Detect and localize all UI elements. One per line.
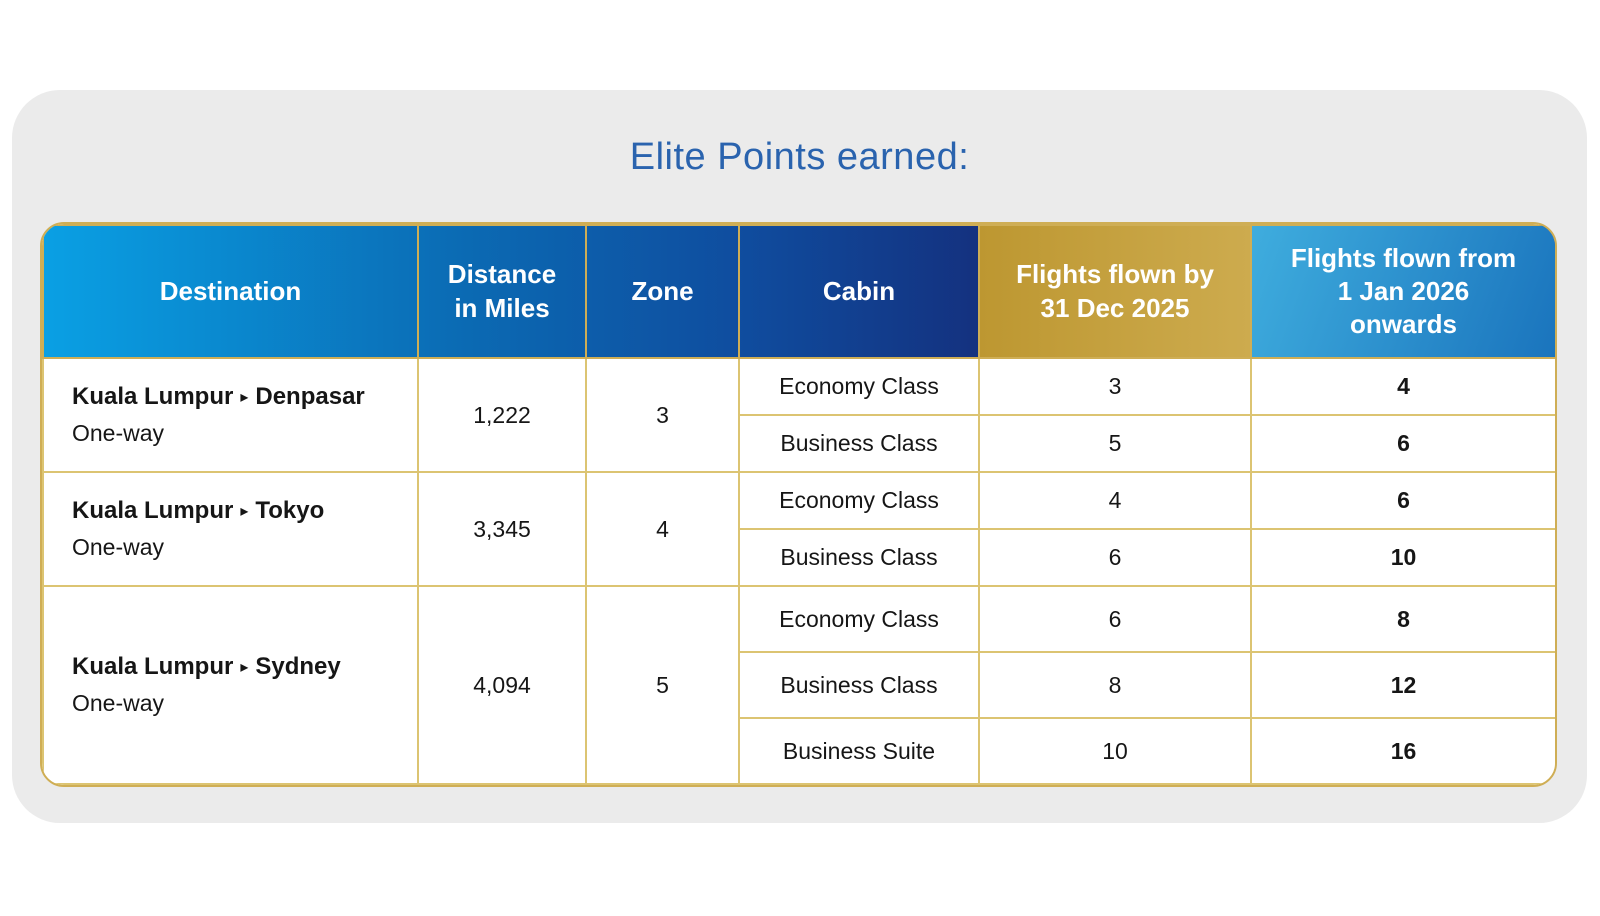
column-header-distance: Distance in Miles [417,224,587,359]
flights-2026-cell: 12 [1250,651,1555,719]
flights-2025-cell: 6 [978,585,1252,653]
destination-cell: Kuala Lumpur ▸ Denpasar One-way [42,357,419,473]
flights-2026-cell: 16 [1250,717,1555,785]
cabin-cell: Economy Class [738,585,980,653]
table-row: Business Class 8 12 [43,651,1555,719]
elite-points-table: Destination Distance in Miles Zone Cabin… [42,224,1555,785]
distance-cell: 3,345 [417,471,587,587]
flights-2026-cell: 8 [1250,585,1555,653]
route-arrow-icon: ▸ [240,658,249,676]
flights-2025-cell: 4 [978,471,1252,530]
zone-cell: 3 [585,357,740,473]
table-row: Business Class 5 6 [43,414,1555,473]
route: Kuala Lumpur ▸ Denpasar [72,383,417,412]
zone-cell: 4 [585,471,740,587]
trip-type: One-way [72,689,165,716]
distance-cell: 1,222 [417,357,587,473]
route-arrow-icon: ▸ [240,388,249,406]
column-header-flights-2026: Flights flown from 1 Jan 2026 onwards [1250,224,1555,359]
route: Kuala Lumpur ▸ Tokyo [72,497,417,526]
table-row: Kuala Lumpur ▸ Sydney One-way 4,094 5 Econ… [42,585,1555,785]
flights-2025-cell: 3 [978,357,1252,416]
flights-2026-cell: 10 [1250,528,1555,587]
zone-cell: 5 [585,585,740,785]
table-row: Kuala Lumpur ▸ Tokyo One-way 3,345 4 Econo… [42,471,1555,587]
flights-2026-cell: 4 [1250,357,1555,416]
table-row: Kuala Lumpur ▸ Denpasar One-way 1,222 3 Ec… [42,357,1555,473]
flights-2025-cell: 10 [978,717,1252,785]
column-header-destination: Destination [42,224,419,359]
flights-2026-cell: 6 [1250,414,1555,473]
route-to: Sydney [255,652,341,680]
route-to: Tokyo [255,496,325,524]
column-header-flights-2025: Flights flown by 31 Dec 2025 [978,224,1252,359]
trip-type: One-way [72,533,165,560]
flights-2025-cell: 5 [978,414,1252,473]
destination-cell: Kuala Lumpur ▸ Sydney One-way [42,585,419,785]
cabin-cell: Economy Class [738,471,980,530]
elite-points-table-container: Destination Distance in Miles Zone Cabin… [40,222,1557,787]
cabin-cell: Business Class [738,528,980,587]
flights-2025-cell: 8 [978,651,1252,719]
route-from: Kuala Lumpur [72,652,234,680]
header-row: Destination Distance in Miles Zone Cabin… [42,224,1555,359]
column-header-cabin: Cabin [738,224,980,359]
distance-cell: 4,094 [417,585,587,785]
cabin-cell: Business Class [738,414,980,473]
cabin-cell: Business Class [738,651,980,719]
route: Kuala Lumpur ▸ Sydney [72,653,417,682]
cabin-cell: Business Suite [738,717,980,785]
flights-2025-cell: 6 [978,528,1252,587]
trip-type: One-way [72,419,165,446]
table-row: Business Class 6 10 [43,528,1555,587]
page-title: Elite Points earned: [629,136,970,178]
destination-cell: Kuala Lumpur ▸ Tokyo One-way [42,471,419,587]
flights-2026-cell: 6 [1250,471,1555,530]
table-row: Business Suite 10 16 [43,717,1555,785]
route-from: Kuala Lumpur [72,382,234,410]
cabin-cell: Economy Class [738,357,980,416]
route-from: Kuala Lumpur [72,496,234,524]
route-to: Denpasar [255,382,365,410]
route-arrow-icon: ▸ [240,502,249,520]
column-header-zone: Zone [585,224,740,359]
